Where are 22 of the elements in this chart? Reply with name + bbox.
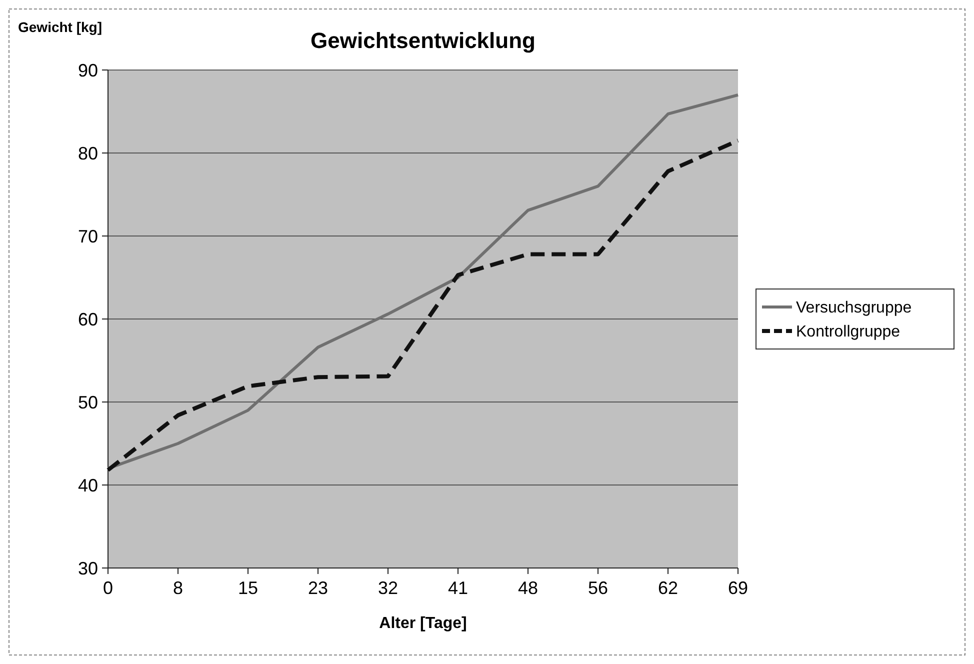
y-tick-label: 30 xyxy=(78,558,98,578)
y-tick-label: 40 xyxy=(78,475,98,496)
x-tick-label: 41 xyxy=(448,578,468,598)
legend-label: Versuchsgruppe xyxy=(796,300,912,317)
x-tick-label: 23 xyxy=(308,578,328,598)
x-axis-title: Alter [Tage] xyxy=(379,615,467,632)
x-tick-label: 56 xyxy=(588,578,608,598)
y-tick-label: 90 xyxy=(78,60,98,80)
chart-title: Gewichtsentwicklung xyxy=(310,28,536,53)
x-tick-label: 32 xyxy=(378,578,398,598)
y-tick-label: 50 xyxy=(78,392,98,412)
x-tick-label: 0 xyxy=(102,578,114,598)
x-tick-label: 69 xyxy=(728,578,748,598)
y-axis-title: Gewicht [kg] xyxy=(18,19,102,35)
x-tick-label: 8 xyxy=(172,578,184,598)
x-tick-label: 15 xyxy=(238,578,258,598)
y-tick-label: 70 xyxy=(78,226,98,246)
y-tick-label: 80 xyxy=(78,143,98,164)
x-tick-label: 62 xyxy=(658,578,678,598)
y-tick-label: 60 xyxy=(78,309,98,330)
legend-label: Kontrollgruppe xyxy=(796,324,900,341)
x-tick-label: 48 xyxy=(518,578,538,598)
